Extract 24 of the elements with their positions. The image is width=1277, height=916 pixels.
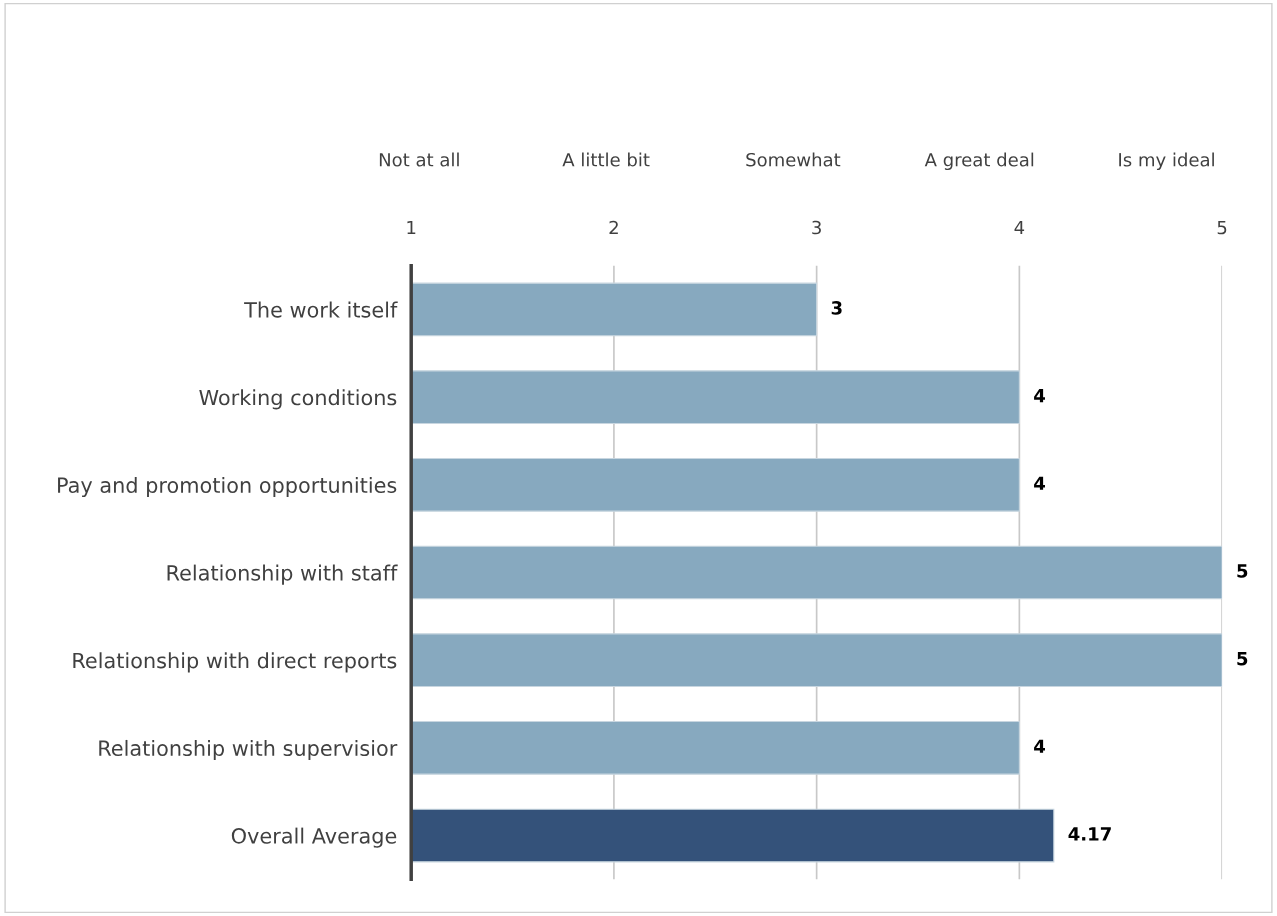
data-label: 4: [1034, 388, 1045, 403]
text: Somewhat: [746, 152, 841, 167]
x-tick-label: 4: [1014, 220, 1025, 235]
y-tick-label: The work itself: [244, 301, 398, 318]
text: A great deal: [924, 152, 1034, 171]
y-tick-label: Relationship with direct reports: [73, 652, 397, 673]
data-label: 5: [1237, 651, 1248, 666]
y-tick-label: Relationship with supervisior: [99, 739, 398, 761]
x-tick-label: 2: [609, 220, 618, 235]
x-tick-label: 1: [407, 220, 416, 235]
x-tick-label: 5: [1217, 220, 1227, 235]
text: Is my ideal: [1119, 152, 1214, 171]
x-tick-label: 3: [812, 220, 821, 235]
text: A little bit: [562, 152, 650, 167]
y-tick-label: Overall Average: [231, 827, 397, 848]
data-label: 4.17: [1068, 827, 1111, 841]
text: Not at all: [379, 152, 459, 167]
data-label: 5: [1237, 564, 1248, 578]
y-tick-label: Working conditions: [199, 389, 397, 410]
y-tick-label: Relationship with staff: [167, 564, 398, 585]
data-label: 4: [1034, 476, 1045, 490]
y-tick-label: Pay and promotion opportunities: [58, 476, 397, 498]
data-label: 3: [831, 301, 842, 315]
data-label: 4: [1034, 739, 1045, 753]
